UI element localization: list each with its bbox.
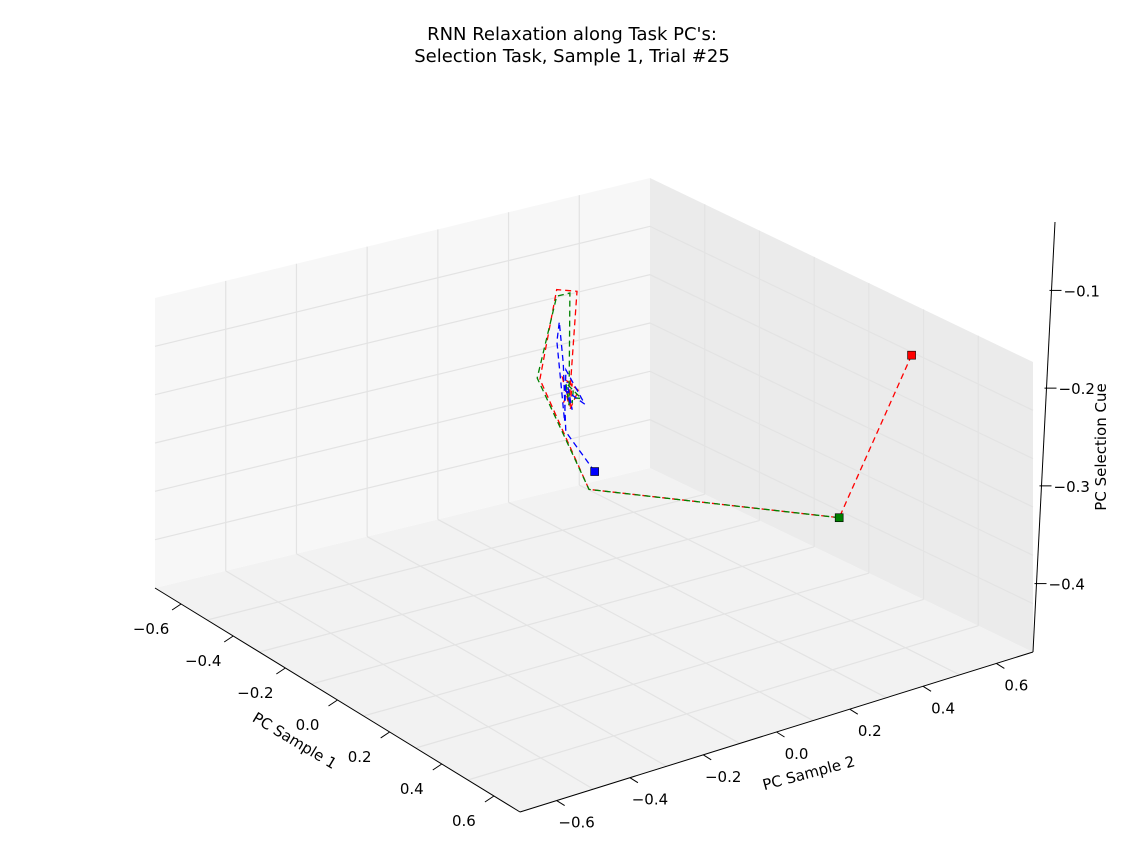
grid-line-floor-y-4 [363, 572, 870, 717]
z-axis-line [1032, 221, 1056, 653]
chart-series [536, 288, 916, 523]
grid-line-floor-x-1 [579, 484, 960, 676]
y-axis-label: PC Sample 2 [761, 752, 857, 794]
y-tick-mark-0 [556, 800, 565, 806]
chart-ticks: −0.6 −0.4 −0.2 0.0 0.2 0.4 0.6 −0.6 −0.4 −0.2 0.0 0… [133, 282, 1100, 831]
x-tick-mark-1 [223, 635, 234, 643]
z-axis-label: PC Selection Cue [1092, 383, 1110, 510]
grid-line-z-4 [154, 274, 1034, 460]
grid-line-floor-x-4 [366, 536, 741, 744]
y-tick-label-2: −0.2 [705, 768, 741, 786]
grid-line-z-1 [154, 419, 1034, 605]
y-tick-label-4: 0.2 [858, 722, 882, 740]
series-line-1 [536, 292, 840, 519]
z-tick-label-2: −0.3 [1054, 478, 1090, 496]
series-start-marker-1 [834, 513, 844, 523]
grid-line-floor-y-6 [467, 625, 979, 781]
y-tick-mark-6 [996, 663, 1005, 669]
x-tick-mark-4 [380, 731, 390, 739]
y-tick-mark-1 [629, 777, 639, 784]
chart-title-line-1: RNN Relaxation along Task PC's: [427, 24, 717, 45]
y-tick-label-3: 0.0 [785, 745, 809, 763]
x-tick-label-4: 0.2 [348, 748, 372, 766]
grid-line-z-2 [154, 370, 1034, 556]
chart-grid [154, 195, 1034, 790]
grid-line-floor-y-5 [415, 598, 924, 749]
y-tick-mark-5 [922, 685, 932, 692]
x-tick-label-2: −0.2 [237, 684, 273, 702]
y-tick-label-0: −0.6 [558, 814, 594, 832]
series-line-0 [539, 288, 913, 519]
x-tick-label-1: −0.4 [185, 652, 221, 670]
chart-title-line-2: Selection Task, Sample 1, Trial #25 [414, 46, 730, 67]
grid-line-floor-y-1 [206, 493, 705, 621]
x-tick-mark-5 [432, 763, 443, 771]
y-tick-label-5: 0.4 [931, 699, 955, 717]
x-tick-mark-0 [171, 603, 182, 611]
z-tick-label-3: −0.4 [1049, 576, 1085, 594]
grid-line-floor-x-2 [508, 501, 887, 699]
z-tick-label-1: −0.2 [1059, 380, 1095, 398]
series-start-marker-2 [590, 467, 599, 476]
grid-line-floor-x-5 [296, 553, 667, 767]
x-tick-mark-2 [276, 667, 286, 675]
y-tick-mark-3 [776, 731, 785, 738]
grid-line-floor-x-6 [225, 570, 594, 790]
grid-line-z-3 [154, 322, 1034, 508]
x-tick-label-6: 0.6 [452, 812, 476, 830]
grid-line-floor-x-3 [437, 518, 814, 722]
x-axis-label: PC Sample 1 [249, 709, 340, 773]
floor-pane [155, 468, 1033, 812]
y-tick-label-6: 0.6 [1004, 676, 1028, 694]
series-line-2 [556, 321, 596, 472]
y-tick-mark-4 [849, 708, 859, 715]
chart-panes [155, 178, 1033, 812]
grid-line-floor-y-2 [259, 519, 760, 653]
x-tick-label-0: −0.6 [133, 620, 169, 638]
y-tick-mark-2 [702, 754, 712, 761]
x-tick-label-3: 0.0 [296, 716, 320, 734]
grid-line-floor-y-3 [311, 546, 815, 685]
x-tick-mark-3 [328, 699, 338, 707]
grid-line-z-5 [154, 225, 1034, 411]
series-start-marker-0 [907, 350, 916, 360]
z-tick-label-0: −0.1 [1064, 282, 1100, 300]
x-tick-label-5: 0.4 [400, 780, 424, 798]
y-tick-label-1: −0.4 [632, 791, 668, 809]
x-tick-mark-6 [484, 795, 495, 803]
